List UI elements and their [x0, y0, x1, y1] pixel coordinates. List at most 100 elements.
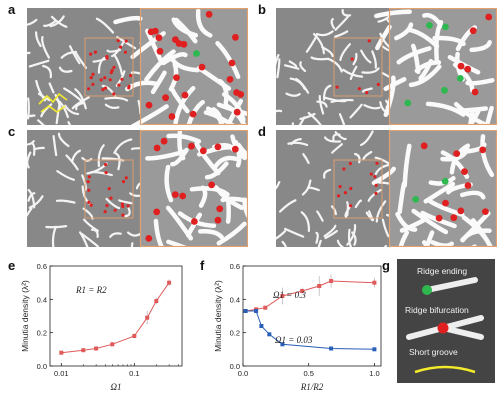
- region-frame: [333, 159, 383, 219]
- chart-e-frame: [49, 265, 183, 367]
- zoom-ridge: [394, 22, 414, 41]
- ridge-stroke: [346, 201, 349, 217]
- bifurcation-dot: [348, 161, 352, 166]
- bifurcation-dot: [91, 72, 95, 76]
- bifurcation-dot: [104, 163, 108, 167]
- ridge-stroke: [124, 207, 131, 218]
- bifurcation-dot: [91, 82, 95, 86]
- bifurcation-dot: [126, 204, 130, 208]
- zoom-frame: [139, 8, 248, 125]
- zoom-ridge: [170, 147, 189, 167]
- zoom-ridge: [467, 109, 481, 125]
- x-tick-label: 0.1: [129, 369, 139, 378]
- ridge-stroke: [27, 18, 38, 26]
- ridge-stroke: [278, 199, 297, 213]
- series-label-0: Ω1 = 0.3: [273, 290, 306, 300]
- series-line-0: [61, 282, 170, 354]
- bifurcation-marker: [199, 147, 207, 155]
- bifurcation-marker: [437, 322, 449, 334]
- bifurcation-dot: [343, 191, 347, 195]
- ridge-stroke: [344, 205, 352, 218]
- bifurcation-dot: [349, 186, 353, 191]
- bifurcation-dot: [350, 57, 354, 61]
- zoom-ridge: [130, 104, 169, 125]
- ridge-stroke: [362, 150, 373, 161]
- ridge-stroke: [97, 56, 106, 74]
- y-tick-label: 0.2: [230, 329, 240, 338]
- bifurcation-dot: [103, 76, 107, 80]
- data-point: [254, 309, 259, 313]
- region-frame: [84, 37, 134, 97]
- zoom-ridge: [168, 54, 200, 73]
- panel-label-g: g: [382, 258, 390, 273]
- ridge-stroke: [40, 103, 53, 118]
- bifurcation-dot: [127, 86, 131, 90]
- x-tick-label: 0.01: [54, 369, 69, 378]
- ridge-stroke: [359, 130, 374, 147]
- region-frame: [333, 37, 383, 97]
- ridge-stroke: [69, 45, 81, 65]
- zoom-ridge: [213, 155, 239, 169]
- data-point: [300, 289, 305, 293]
- zoom-ridge: [484, 105, 494, 125]
- bifurcation-marker: [450, 214, 458, 222]
- pattern-d-svg: [276, 130, 497, 247]
- zoom-ridge: [213, 185, 245, 211]
- zoom-ridge: [166, 239, 190, 247]
- zoom-ridge: [371, 166, 396, 186]
- bifurcation-marker: [205, 10, 213, 18]
- ridge-stroke: [27, 51, 31, 55]
- zoom-ridge: [236, 142, 248, 159]
- bifurcation-marker: [145, 235, 153, 242]
- data-point: [243, 309, 248, 313]
- ridge-stroke: [352, 52, 358, 66]
- x-tick-label: 0.0: [238, 369, 248, 378]
- zoom-ridge: [150, 70, 167, 95]
- data-point: [267, 332, 272, 337]
- bifurcation-marker: [442, 199, 449, 207]
- bifurcation-marker: [237, 91, 245, 98]
- bifurcation-dot: [374, 191, 378, 196]
- bifurcation-dot: [105, 204, 109, 208]
- pattern-b-svg: [276, 8, 497, 125]
- short-groove-icon: [414, 365, 476, 374]
- ridge-stroke: [79, 231, 89, 247]
- ridge-stroke: [276, 230, 287, 240]
- zoom-ridge: [402, 143, 412, 188]
- bifurcation-dot: [103, 86, 108, 90]
- data-point: [317, 284, 322, 288]
- ridge-stroke: [104, 103, 120, 109]
- bifurcation-dot: [112, 65, 116, 69]
- ridge-stroke: [104, 96, 129, 102]
- bifurcation-marker: [153, 208, 161, 216]
- bifurcation-dot: [105, 56, 109, 60]
- bifurcation-marker: [464, 65, 472, 73]
- ridge-stroke: [323, 224, 337, 238]
- ridge-stroke: [109, 232, 122, 238]
- annotation-r1-r2: R1 = R2: [75, 285, 107, 295]
- ridge-stroke: [27, 140, 35, 146]
- ridge-stroke: [81, 156, 93, 162]
- ridge-bifurcation-icon: [406, 315, 484, 340]
- zoom-ridge: [411, 208, 449, 235]
- bifurcation-dot: [120, 202, 124, 206]
- bifurcation-dot: [89, 76, 93, 80]
- zoom-ridge: [425, 101, 466, 117]
- zoom-ridge: [198, 185, 208, 208]
- zoom-ridge: [396, 46, 432, 65]
- zoom-ridge: [164, 164, 174, 203]
- ridge-stroke: [43, 20, 57, 27]
- ridge-stroke: [127, 231, 142, 237]
- bifurcation-marker: [179, 192, 187, 200]
- data-point: [259, 324, 264, 328]
- bifurcation-dot: [375, 161, 379, 165]
- bifurcation-marker: [228, 59, 236, 67]
- zoom-ridge: [469, 40, 492, 53]
- ridge-stroke: [315, 30, 334, 37]
- zoom-ridge: [197, 229, 224, 240]
- y-tick-label: 0.0: [37, 362, 47, 371]
- ridge-stroke: [51, 225, 57, 247]
- zoom-ridge: [420, 210, 457, 229]
- zoom-ridge: [373, 9, 412, 19]
- ridge-stroke: [64, 104, 80, 116]
